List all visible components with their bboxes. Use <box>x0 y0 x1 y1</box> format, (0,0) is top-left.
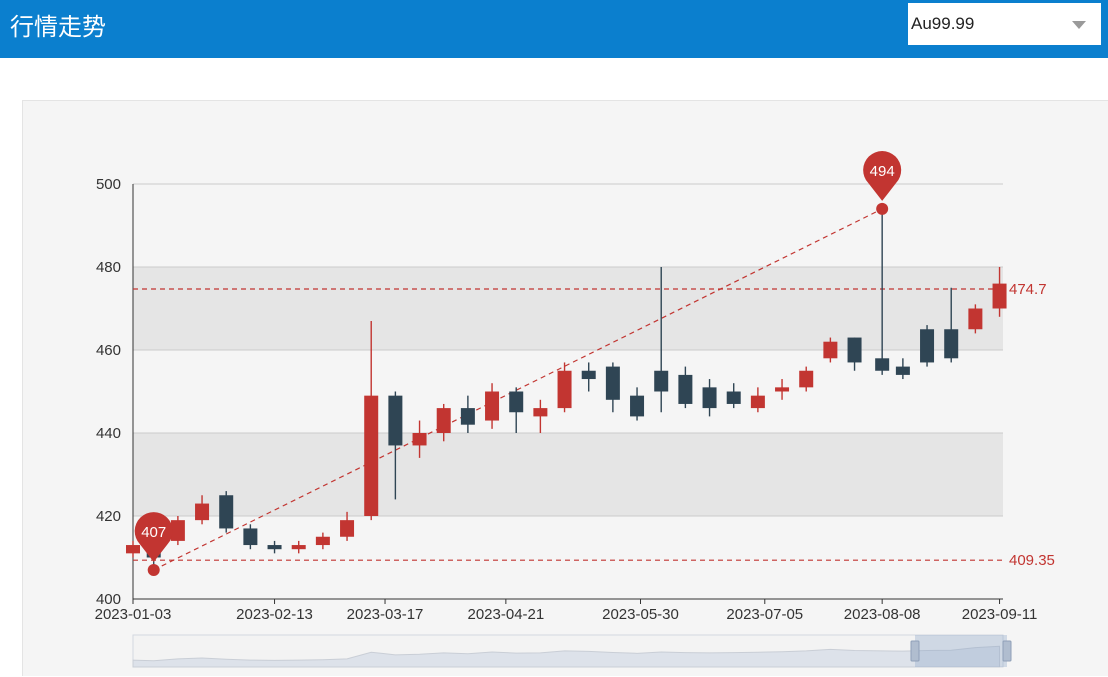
mark-point-pin <box>134 512 173 562</box>
candle-body[interactable] <box>243 528 258 546</box>
grid-band <box>133 267 1003 350</box>
candle-body[interactable] <box>775 387 790 392</box>
candle-body[interactable] <box>847 337 862 363</box>
y-tick-label: 400 <box>96 591 121 608</box>
candle-body[interactable] <box>750 395 765 409</box>
candle-body[interactable] <box>823 341 838 359</box>
zoom-slider-preview <box>132 645 1001 668</box>
candle-body[interactable] <box>388 395 403 446</box>
x-tick-label: 2023-04-21 <box>467 606 544 623</box>
x-tick-label: 2023-02-13 <box>236 606 313 623</box>
mark-point-pin <box>863 151 902 201</box>
mark-line-label: 474.7 <box>1009 281 1047 298</box>
candle-body[interactable] <box>992 283 1007 309</box>
candle-body[interactable] <box>533 408 548 417</box>
candle-body[interactable] <box>460 408 475 425</box>
candle-body[interactable] <box>364 395 379 516</box>
candle-body[interactable] <box>799 370 814 388</box>
candle-body[interactable] <box>340 520 355 537</box>
candle-body[interactable] <box>875 358 890 371</box>
instrument-select-value: Au99.99 <box>911 14 975 33</box>
candle-body[interactable] <box>267 545 282 550</box>
candle-body[interactable] <box>436 408 451 433</box>
header-bar: 行情走势 Au99.99 <box>0 0 1108 58</box>
y-tick-label: 500 <box>96 176 121 193</box>
x-tick-label: 2023-09-11 <box>962 606 1038 623</box>
y-tick-label: 480 <box>96 259 121 276</box>
mark-point-dot <box>147 563 160 576</box>
mark-line-label: 409.35 <box>1009 552 1055 569</box>
chart-panel: 400 420 440 460 480 500 2023-01-03 2023-02-13 20… <box>22 100 1108 676</box>
candle-body[interactable] <box>195 503 210 521</box>
candle-body[interactable] <box>581 370 596 380</box>
candle-body[interactable] <box>126 545 140 554</box>
candle-body[interactable] <box>485 391 500 421</box>
y-tick-label: 420 <box>96 508 121 525</box>
x-tick-label: 2023-01-03 <box>95 606 172 623</box>
mark-point-dot <box>876 202 889 215</box>
grid-band <box>133 433 1003 516</box>
candle-body[interactable] <box>170 520 185 541</box>
candle-body[interactable] <box>968 308 983 330</box>
candle-body[interactable] <box>895 366 910 375</box>
candle-body[interactable] <box>557 370 572 409</box>
candle-body[interactable] <box>654 370 669 392</box>
candle-body[interactable] <box>291 545 306 550</box>
trend-line <box>153 208 883 571</box>
candle-body[interactable] <box>726 391 741 404</box>
instrument-select[interactable]: Au99.99 <box>908 3 1101 45</box>
candle-body[interactable] <box>605 366 620 400</box>
x-tick-label: 2023-03-17 <box>347 606 424 623</box>
candle-body[interactable] <box>509 391 524 413</box>
x-tick-label: 2023-07-05 <box>726 606 803 623</box>
y-tick-label: 460 <box>96 342 121 359</box>
candle-body[interactable] <box>920 329 935 363</box>
candle-body[interactable] <box>315 536 330 546</box>
zoom-handle-left[interactable] <box>910 640 920 662</box>
zoom-handle-right[interactable] <box>1002 640 1012 662</box>
candle-body[interactable] <box>678 374 693 404</box>
candle-body[interactable] <box>412 433 427 446</box>
y-tick-label: 440 <box>96 425 121 442</box>
caret-down-icon <box>1072 21 1086 29</box>
candlestick-chart[interactable]: 400 420 440 460 480 500 2023-01-03 2023-02-13 20… <box>23 101 1108 677</box>
candle-body[interactable] <box>630 395 645 417</box>
x-tick-label: 2023-05-30 <box>602 606 679 623</box>
candle-body[interactable] <box>702 387 717 409</box>
mark-point-label: 494 <box>870 163 895 180</box>
page-title: 行情走势 <box>10 13 106 41</box>
x-tick-label: 2023-08-08 <box>844 606 921 623</box>
candle-body[interactable] <box>944 329 959 359</box>
zoom-window[interactable] <box>915 635 1007 667</box>
candle-body[interactable] <box>219 495 234 529</box>
mark-point-label: 407 <box>141 524 166 541</box>
